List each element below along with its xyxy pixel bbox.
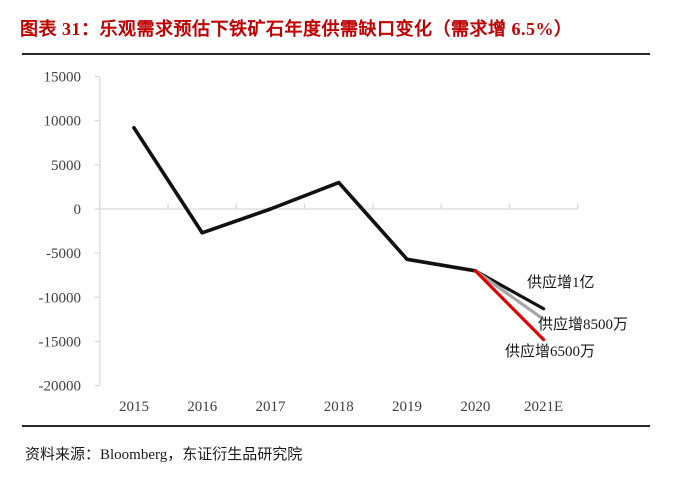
series-line-供应增6500万 [473, 269, 546, 342]
y-tick-label: -15000 [39, 334, 82, 350]
y-tick-label: 0 [74, 202, 82, 218]
x-tick-label: 2018 [324, 399, 354, 415]
figure-title: 图表 31：乐观需求预估下铁矿石年度供需缺口变化（需求增 6.5%） [20, 19, 573, 39]
series-line-供应增8500万 [473, 269, 546, 321]
annotation-label: 供应增8500万 [538, 315, 628, 333]
x-tick-label: 2017 [256, 399, 287, 415]
y-tick-label: -10000 [39, 290, 82, 306]
x-tick-label: 2019 [392, 399, 422, 415]
y-tick-label: 10000 [44, 114, 82, 130]
series-line-base [132, 125, 478, 273]
y-tick-label: 5000 [51, 158, 81, 174]
source-note: 资料来源：Bloomberg，东证衍生品研究院 [25, 447, 303, 463]
line-chart: 15000 10000 5000 0 -5000 -10000 -15000 -20000 20… [39, 70, 629, 415]
y-tick-label: -20000 [39, 379, 82, 395]
chart-area: 15000 10000 5000 0 -5000 -10000 -15000 -20000 20… [0, 60, 700, 425]
bottom-divider [22, 425, 650, 427]
y-tick-label: 15000 [44, 70, 82, 86]
y-tick-label: -5000 [46, 246, 81, 262]
x-tick-label: 2020 [460, 399, 490, 415]
annotation-label: 供应增1亿 [527, 273, 595, 291]
top-divider [22, 53, 650, 55]
annotation-label: 供应增6500万 [505, 342, 595, 360]
x-tick-label: 2015 [119, 399, 149, 415]
x-tick-label: 2021E [524, 399, 563, 415]
x-tick-label: 2016 [187, 399, 218, 415]
